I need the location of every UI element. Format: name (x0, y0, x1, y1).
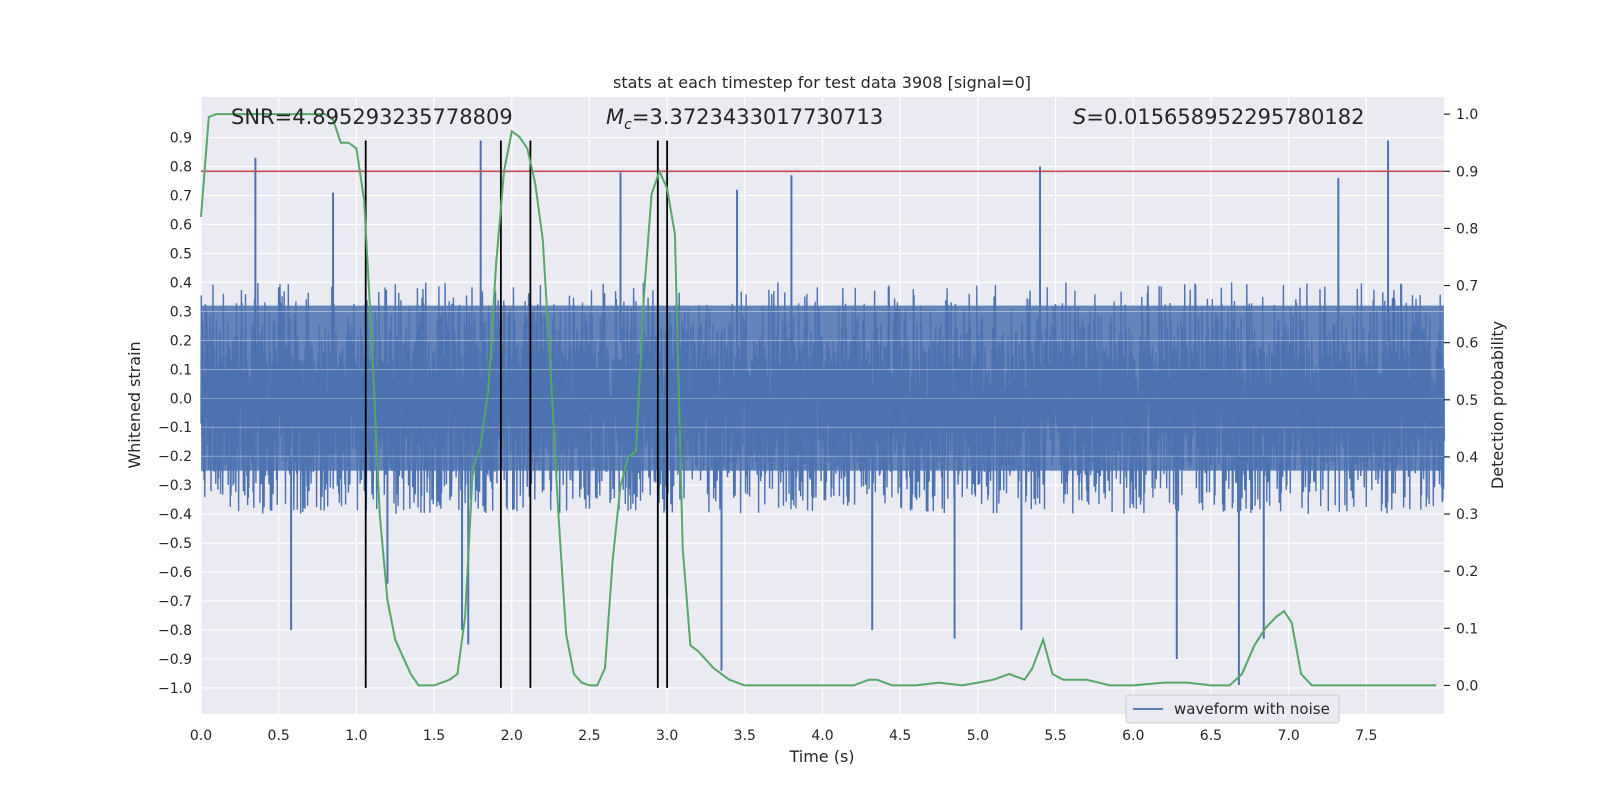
s-symbol: S (1073, 105, 1086, 129)
probability-line (200, 113, 1437, 687)
x-tick-label: 7.5 (1355, 728, 1377, 744)
probability-series (200, 113, 1437, 687)
y-left-tick-label: −0.6 (158, 565, 192, 581)
snr-annotation: SNR=4.895293235778809 (231, 105, 513, 129)
y-left-tick-label: 0.2 (170, 333, 192, 349)
x-tick-label: 6.5 (1200, 728, 1222, 744)
y-left-tick-label: 0.4 (170, 275, 192, 291)
y-right-tick-label: 0.5 (1456, 393, 1478, 409)
x-tick-label: 3.5 (734, 728, 756, 744)
mc-subscript: c (624, 117, 632, 133)
y-left-axis-label: Whitened strain (125, 341, 144, 468)
y-right-tick-label: 0.9 (1456, 164, 1478, 180)
y-left-tick-label: −0.5 (158, 536, 192, 552)
waveform-series (200, 140, 1445, 686)
y-right-tick-label: 1.0 (1456, 107, 1478, 123)
y-right-tick-label: 0.0 (1456, 678, 1478, 694)
y-right-tick-label: 0.4 (1456, 450, 1478, 466)
y-left-tick-label: 0.9 (170, 131, 192, 147)
y-right-tick-label: 0.7 (1456, 279, 1478, 295)
x-tick-label: 5.5 (1044, 728, 1066, 744)
mc-value: =3.3723433017730713 (632, 105, 883, 129)
y-left-tick-label: 0.3 (170, 304, 192, 320)
x-axis-ticks: 0.0 0.5 1.0 1.5 2.0 2.5 3.0 3.5 4.0 4.5 5.0 5.5 6.0 6… (190, 728, 1378, 744)
x-tick-label: 2.0 (501, 728, 523, 744)
y-left-tick-label: −0.8 (158, 623, 192, 639)
y-right-tick-label: 0.2 (1456, 564, 1478, 580)
x-tick-label: 0.0 (190, 728, 212, 744)
y-left-tick-label: −0.2 (158, 449, 192, 465)
mc-annotation: Mc=3.3723433017730713 (606, 105, 883, 133)
y-right-tick-label: 0.6 (1456, 336, 1478, 352)
y-right-tick-label: 0.1 (1456, 621, 1478, 637)
y-left-tick-label: 0.5 (170, 246, 192, 262)
s-value: =0.015658952295780182 (1086, 105, 1364, 129)
y-left-tick-label: −0.7 (158, 594, 192, 610)
x-tick-label: 7.0 (1277, 728, 1299, 744)
y-left-tick-label: 0.1 (170, 362, 192, 378)
legend-label-waveform: waveform with noise (1174, 700, 1330, 718)
s-annotation: S=0.015658952295780182 (1073, 105, 1364, 129)
x-tick-label: 2.5 (578, 728, 600, 744)
y-left-axis-ticks: 0.9 0.8 0.7 0.6 0.5 0.4 0.3 0.2 0.1 0.0 −0.1 −0.2 −0… (158, 131, 192, 697)
y-right-axis-ticks: 1.0 0.9 0.8 0.7 0.6 0.5 0.4 0.3 0.2 0.1 0.0 (1444, 107, 1478, 694)
y-left-tick-label: −0.9 (158, 652, 192, 668)
x-tick-label: 4.0 (811, 728, 833, 744)
legend-box (1125, 694, 1340, 724)
x-tick-label: 0.5 (268, 728, 290, 744)
y-left-tick-label: −0.3 (158, 478, 192, 494)
x-tick-label: 1.5 (423, 728, 445, 744)
y-left-tick-label: −1.0 (158, 681, 192, 697)
mc-symbol: M (606, 105, 624, 129)
x-tick-label: 3.0 (656, 728, 678, 744)
y-left-tick-label: 0.7 (170, 188, 192, 204)
y-right-axis-label: Detection probability (1488, 321, 1507, 489)
y-right-tick-label: 0.3 (1456, 507, 1478, 523)
y-left-tick-label: 0.0 (170, 391, 192, 407)
x-tick-label: 5.0 (967, 728, 989, 744)
waveform-core-band (201, 305, 1444, 471)
y-left-tick-label: −0.1 (158, 420, 192, 436)
x-tick-label: 6.0 (1122, 728, 1144, 744)
y-left-tick-label: 0.8 (170, 160, 192, 176)
chart-title: stats at each timestep for test data 390… (613, 73, 1031, 92)
x-tick-label: 4.5 (889, 728, 911, 744)
legend: waveform with noise (1125, 694, 1340, 724)
y-left-tick-label: 0.6 (170, 217, 192, 233)
y-right-tick-label: 0.8 (1456, 221, 1478, 237)
x-axis-label: Time (s) (788, 747, 854, 766)
y-left-tick-label: −0.4 (158, 507, 192, 523)
x-tick-label: 1.0 (345, 728, 367, 744)
